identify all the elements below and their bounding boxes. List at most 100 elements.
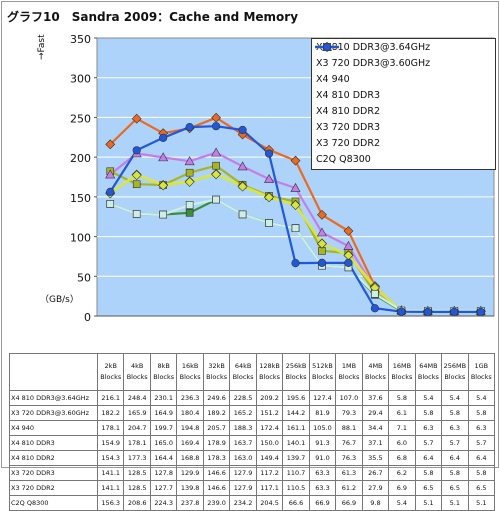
data-point xyxy=(158,180,169,191)
data-cell: 107.0 xyxy=(335,390,363,406)
table-row: X4 810 DDR3@3.64GHz 216.1 248.4 230.1 236.3 2… xyxy=(9,390,496,406)
data-point xyxy=(290,182,301,192)
legend-item: X4 810 DDR2 xyxy=(312,42,495,119)
data-cell: 146.6 xyxy=(202,465,231,481)
x-tick-label: 512kB Blocks xyxy=(308,353,337,391)
data-point xyxy=(131,170,142,181)
data-point xyxy=(184,156,195,166)
data-point xyxy=(185,168,194,177)
data-point xyxy=(370,304,380,313)
row-label: X4 810 DDR2 xyxy=(9,450,98,466)
data-cell: 5.8 xyxy=(388,390,416,406)
data-point xyxy=(105,139,116,150)
table-row: C2Q Q8300 156.3 208.6 224.3 237.8 239.0 234.2 2… xyxy=(9,495,496,511)
data-cell: 127.7 xyxy=(149,480,178,496)
data-point xyxy=(450,307,459,317)
x-tick-label: 64kB Blocks xyxy=(229,353,257,391)
data-cell: 128.5 xyxy=(123,465,151,481)
data-cell: 76.7 xyxy=(335,435,363,451)
data-cell: 236.3 xyxy=(176,390,204,406)
data-cell: 194.8 xyxy=(176,420,204,436)
data-cell: 6.5 xyxy=(414,480,443,496)
data-cell: 66.9 xyxy=(335,495,363,511)
row-label: X3 720 DDR3@3.60GHz xyxy=(9,405,98,421)
data-point xyxy=(132,146,141,155)
data-cell: 154.3 xyxy=(96,450,125,466)
data-point xyxy=(371,290,379,298)
data-table: 2kB Blocks 4kB Blocks 8kB Blocks 16kB Blocks 32k… xyxy=(9,353,496,511)
data-cell: 146.6 xyxy=(202,480,231,496)
data-cell: 5.8 xyxy=(441,405,469,421)
data-cell: 139.7 xyxy=(282,450,310,466)
data-point xyxy=(317,209,327,220)
y-tick-label: 100 xyxy=(70,232,91,245)
data-cell: 127.9 xyxy=(229,480,257,496)
data-cell: 234.2 xyxy=(229,495,257,511)
data-point xyxy=(185,123,194,132)
legend-label: X3 720 DDR3 xyxy=(316,121,380,133)
data-point xyxy=(131,113,142,124)
table-corner xyxy=(9,353,98,391)
data-cell: 6.9 xyxy=(388,480,416,496)
data-cell: 6.3 xyxy=(441,420,469,436)
data-point xyxy=(316,227,327,237)
legend-item: X3 720 DDR3 xyxy=(312,43,495,135)
data-cell: 63.3 xyxy=(308,480,337,496)
y-tick-label: 50 xyxy=(77,271,91,284)
y-tick-label: 350 xyxy=(70,33,91,46)
data-cell: 5.8 xyxy=(467,465,496,481)
data-cell: 249.6 xyxy=(202,390,231,406)
data-cell: 178.1 xyxy=(96,420,125,436)
data-cell: 144.2 xyxy=(282,405,310,421)
table-header-row: 2kB Blocks 4kB Blocks 8kB Blocks 16kB Blocks 32k… xyxy=(9,353,496,391)
data-cell: 34.4 xyxy=(361,420,390,436)
data-point xyxy=(158,152,169,162)
data-cell: 182.2 xyxy=(96,405,125,421)
data-point xyxy=(343,226,354,236)
data-cell: 168.8 xyxy=(176,450,204,466)
data-cell: 164.4 xyxy=(149,450,178,466)
data-point xyxy=(159,133,168,142)
data-cell: 5.7 xyxy=(441,435,469,451)
data-cell: 110.5 xyxy=(282,480,310,496)
data-cell: 199.7 xyxy=(149,420,178,436)
data-cell: 5.4 xyxy=(441,390,469,406)
legend-label: C2Q Q8300 xyxy=(316,153,371,165)
table-row: X3 720 DDR3@3.60GHz 182.2 165.9 164.9 180.4 1… xyxy=(9,405,496,421)
data-cell: 151.2 xyxy=(255,405,284,421)
data-cell: 76.3 xyxy=(335,450,363,466)
data-point xyxy=(317,258,327,267)
y-tick-label: 200 xyxy=(70,152,91,165)
data-point xyxy=(185,201,194,209)
data-point xyxy=(238,125,247,135)
x-tick-label: 128kB Blocks xyxy=(255,353,284,391)
data-point xyxy=(132,210,141,218)
row-label: X4 940 xyxy=(9,420,98,436)
data-point xyxy=(265,219,273,227)
data-cell: 61.3 xyxy=(335,465,363,481)
data-cell: 248.4 xyxy=(123,390,151,406)
data-cell: 7.1 xyxy=(388,420,416,436)
legend-item: C2Q Q8300 xyxy=(312,42,495,167)
data-cell: 27.9 xyxy=(361,480,390,496)
data-cell: 172.4 xyxy=(255,420,284,436)
data-point xyxy=(237,161,248,171)
data-cell: 6.3 xyxy=(414,420,443,436)
data-cell: 224.3 xyxy=(149,495,178,511)
data-point xyxy=(212,122,221,131)
data-cell: 110.7 xyxy=(282,465,310,481)
data-cell: 26.7 xyxy=(361,465,390,481)
data-point xyxy=(185,209,194,217)
row-label: X4 810 DDR3@3.64GHz xyxy=(9,390,98,406)
data-cell: 178.1 xyxy=(123,435,151,451)
data-cell: 5.8 xyxy=(467,405,496,421)
data-point xyxy=(317,238,327,249)
data-cell: 154.9 xyxy=(96,435,125,451)
x-tick-label: 1MB Blocks xyxy=(335,353,363,391)
data-cell: 149.4 xyxy=(255,450,284,466)
data-cell: 127.9 xyxy=(229,465,257,481)
data-point xyxy=(397,307,406,316)
data-cell: 66.9 xyxy=(308,495,337,511)
data-cell: 88.1 xyxy=(335,420,363,436)
